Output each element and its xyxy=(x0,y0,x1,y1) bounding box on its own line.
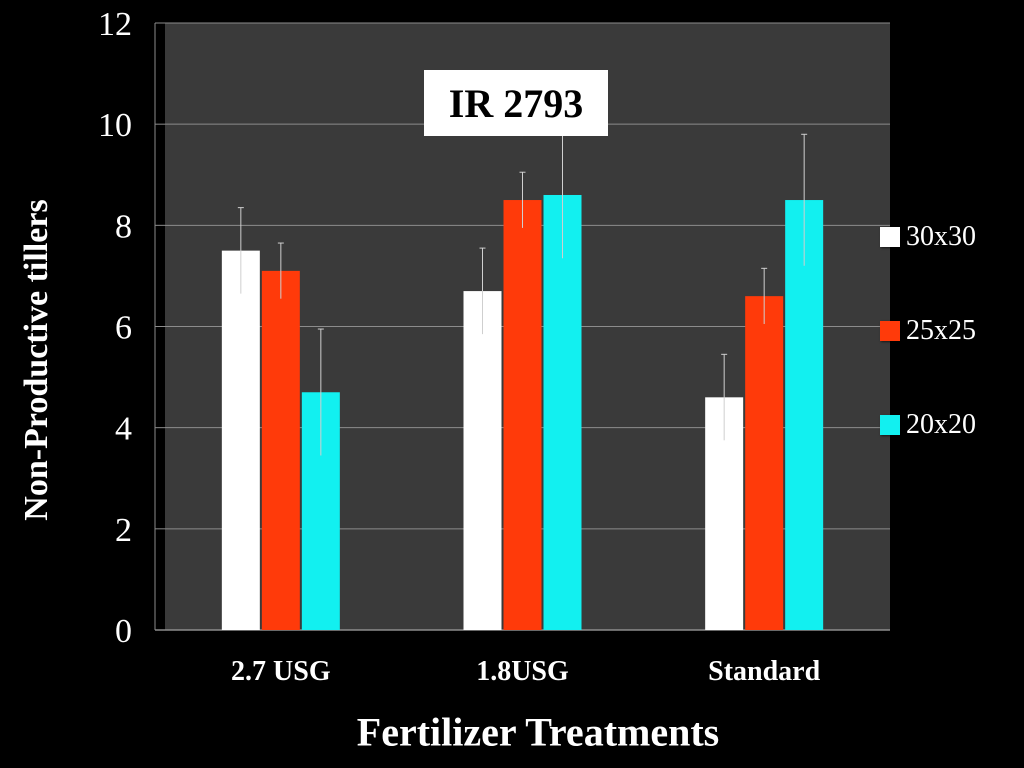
legend-label-20x20: 20x20 xyxy=(906,409,976,440)
bar-20x20-1 xyxy=(543,194,582,630)
legend-label-25x25: 25x25 xyxy=(906,315,976,346)
legend-label-30x30: 30x30 xyxy=(906,221,976,252)
y-tick-label: 8 xyxy=(115,208,132,245)
x-tick-label: 2.7 USG xyxy=(231,656,331,687)
x-tick-label: Standard xyxy=(708,656,820,687)
legend-item-25x25: 25x25 xyxy=(880,314,976,348)
bar-30x30-1 xyxy=(463,291,502,630)
chart-title: IR 2793 xyxy=(424,70,608,136)
legend-swatch-30x30 xyxy=(880,227,900,247)
bar-25x25-2 xyxy=(745,296,784,630)
y-tick-label: 6 xyxy=(115,310,132,347)
legend: 30x30 25x25 20x20 xyxy=(880,220,976,502)
bar-25x25-1 xyxy=(503,200,542,630)
y-tick-label: 12 xyxy=(98,6,132,43)
y-axis-label: Non-Productive tillers xyxy=(18,199,55,521)
legend-swatch-25x25 xyxy=(880,321,900,341)
y-tick-label: 10 xyxy=(98,107,132,144)
bar-20x20-2 xyxy=(785,200,824,630)
y-tick-label: 0 xyxy=(115,613,132,650)
x-axis-label: Fertilizer Treatments xyxy=(356,709,720,755)
y-tick-label: 4 xyxy=(115,411,132,448)
bar-25x25-0 xyxy=(261,270,300,630)
legend-swatch-20x20 xyxy=(880,415,900,435)
bar-30x30-0 xyxy=(221,250,260,630)
y-tick-label: 2 xyxy=(115,512,132,549)
legend-item-20x20: 20x20 xyxy=(880,408,976,442)
x-tick-label: 1.8USG xyxy=(476,656,569,687)
legend-item-30x30: 30x30 xyxy=(880,220,976,254)
